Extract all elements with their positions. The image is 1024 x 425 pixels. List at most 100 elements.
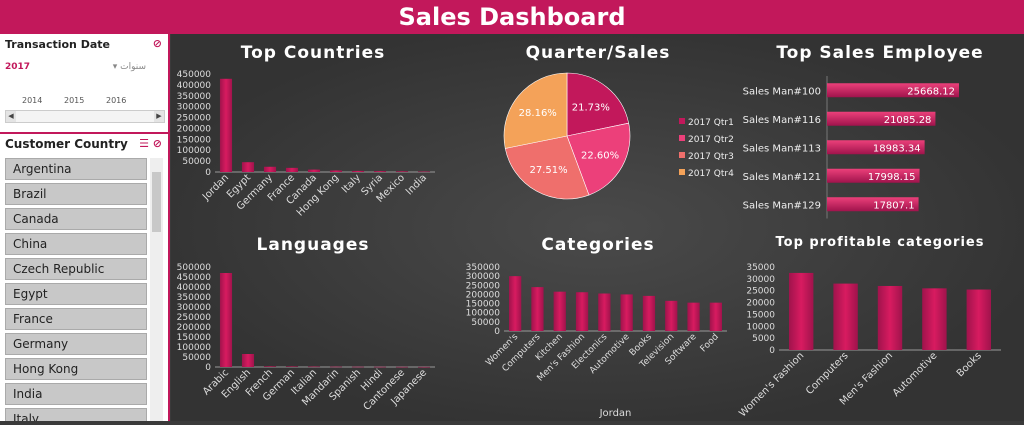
bar bbox=[351, 170, 365, 172]
chart-title: Top profitable categories bbox=[776, 235, 985, 250]
bar bbox=[219, 273, 233, 367]
x-tick-label: Italy bbox=[340, 172, 363, 195]
bar-data-label: 17807.1 bbox=[873, 200, 914, 211]
y-tick-label: 200000 bbox=[177, 124, 212, 134]
timeline-year[interactable]: 2016 bbox=[106, 96, 127, 105]
bar bbox=[966, 289, 992, 350]
bar-data-label: 21085.28 bbox=[884, 115, 932, 126]
country-item[interactable]: France bbox=[5, 308, 147, 330]
pie-slice bbox=[504, 135, 590, 200]
y-tick-label: 150000 bbox=[466, 300, 501, 310]
timeline-year[interactable]: 2014 bbox=[22, 96, 43, 105]
bar bbox=[373, 171, 387, 172]
y-tick-label: 250000 bbox=[177, 313, 212, 323]
country-item[interactable]: Hong Kong bbox=[5, 358, 147, 380]
pie-data-label: 27.51% bbox=[530, 165, 568, 176]
y-tick-label: 250000 bbox=[466, 281, 501, 291]
charts-area: Top Countries 0 50000 100000 150000 200000 250… bbox=[171, 34, 1024, 421]
bar bbox=[827, 168, 920, 183]
charts-canvas: Top Countries050000100000150000200000250… bbox=[177, 43, 1001, 419]
bar bbox=[241, 162, 255, 172]
legend-swatch bbox=[679, 135, 685, 141]
timeline-year[interactable]: 2015 bbox=[64, 96, 85, 105]
scroll-right-icon[interactable]: ▶ bbox=[154, 111, 164, 122]
bar bbox=[642, 295, 656, 331]
y-tick-label: 50000 bbox=[471, 318, 500, 328]
y-tick-label: 0 bbox=[769, 346, 775, 356]
scrollbar-thumb[interactable] bbox=[152, 172, 161, 232]
country-item[interactable]: Canada bbox=[5, 208, 147, 230]
bar bbox=[709, 302, 722, 331]
chart-title: Quarter/Sales bbox=[526, 43, 671, 63]
y-tick-label: 15000 bbox=[746, 310, 775, 320]
time-level-dropdown[interactable]: ▾ سنوات bbox=[112, 62, 146, 72]
pie-slice bbox=[566, 72, 630, 137]
timeline-scrollbar[interactable]: ◀ ▶ bbox=[5, 110, 165, 123]
y-tick-label: 50000 bbox=[182, 157, 211, 167]
x-axis-label: Jordan bbox=[599, 408, 632, 419]
legend-label: 2017 Qtr3 bbox=[688, 152, 734, 162]
x-tick-label: Books bbox=[955, 350, 984, 379]
y-tick-label: Sales Man#100 bbox=[743, 86, 821, 97]
bar bbox=[219, 78, 233, 172]
chart-title: Top Sales Employee bbox=[776, 43, 983, 63]
pie-slice bbox=[566, 122, 631, 196]
bar bbox=[285, 167, 299, 172]
clear-filter-icon[interactable]: ⊘ bbox=[152, 137, 162, 150]
y-tick-label: Sales Man#116 bbox=[743, 115, 821, 126]
country-item[interactable]: China bbox=[5, 233, 147, 255]
bar bbox=[395, 366, 409, 368]
clear-filter-icon[interactable]: ⊘ bbox=[152, 37, 162, 50]
scroll-left-icon[interactable]: ◀ bbox=[6, 111, 16, 122]
y-tick-label: 400000 bbox=[177, 81, 212, 91]
y-tick-label: 0 bbox=[494, 327, 500, 337]
dashboard-header: Sales Dashboard bbox=[0, 0, 1024, 34]
y-tick-label: 5000 bbox=[752, 334, 775, 344]
y-tick-label: 25000 bbox=[746, 287, 775, 297]
bar bbox=[553, 291, 566, 331]
y-tick-label: 100000 bbox=[466, 309, 501, 319]
bar bbox=[395, 171, 409, 172]
country-item[interactable]: Germany bbox=[5, 333, 147, 355]
multi-select-icon[interactable]: ☰ bbox=[139, 137, 149, 150]
country-item[interactable]: Egypt bbox=[5, 283, 147, 305]
pie-data-label: 21.73% bbox=[572, 103, 610, 114]
y-tick-label: 0 bbox=[205, 168, 211, 178]
country-item[interactable]: Czech Republic bbox=[5, 258, 147, 280]
bar bbox=[241, 354, 255, 367]
y-tick-label: 100000 bbox=[177, 343, 212, 353]
pie-data-label: 22.60% bbox=[581, 150, 619, 161]
x-tick-label: Automotive bbox=[891, 350, 940, 399]
bar bbox=[263, 166, 277, 172]
chart-title: Categories bbox=[541, 235, 654, 255]
country-item[interactable]: Argentina bbox=[5, 158, 147, 180]
sidebar: Transaction Date ⊘ 2017 ▾ سنوات 2014 201… bbox=[0, 34, 170, 421]
pie-slice bbox=[503, 72, 568, 149]
y-tick-label: 20000 bbox=[746, 299, 775, 309]
bar bbox=[575, 292, 589, 331]
country-item[interactable]: Italy bbox=[5, 408, 147, 421]
country-item[interactable]: Brazil bbox=[5, 183, 147, 205]
pie-data-label: 28.16% bbox=[519, 108, 557, 119]
bar bbox=[285, 366, 299, 367]
x-tick-label: India bbox=[404, 172, 429, 197]
legend-label: 2017 Qtr1 bbox=[688, 118, 734, 128]
bar bbox=[827, 140, 925, 155]
chart-title: Top Countries bbox=[241, 43, 385, 63]
country-item[interactable]: India bbox=[5, 383, 147, 405]
y-tick-label: 250000 bbox=[177, 114, 212, 124]
chart-title: Languages bbox=[257, 235, 370, 255]
list-scrollbar[interactable] bbox=[150, 158, 163, 421]
y-tick-label: 350000 bbox=[466, 263, 501, 273]
x-tick-label: Computers bbox=[804, 350, 851, 397]
y-tick-label: 10000 bbox=[746, 322, 775, 332]
y-tick-label: 0 bbox=[205, 363, 211, 373]
y-tick-label: 200000 bbox=[177, 323, 212, 333]
page-title: Sales Dashboard bbox=[398, 3, 626, 31]
bar bbox=[620, 294, 633, 331]
transaction-date-slicer: Transaction Date ⊘ 2017 ▾ سنوات 2014 201… bbox=[0, 34, 168, 134]
bar-data-label: 18983.34 bbox=[873, 143, 921, 154]
y-tick-label: 30000 bbox=[746, 275, 775, 285]
y-tick-label: 150000 bbox=[177, 333, 212, 343]
bar bbox=[687, 302, 700, 331]
